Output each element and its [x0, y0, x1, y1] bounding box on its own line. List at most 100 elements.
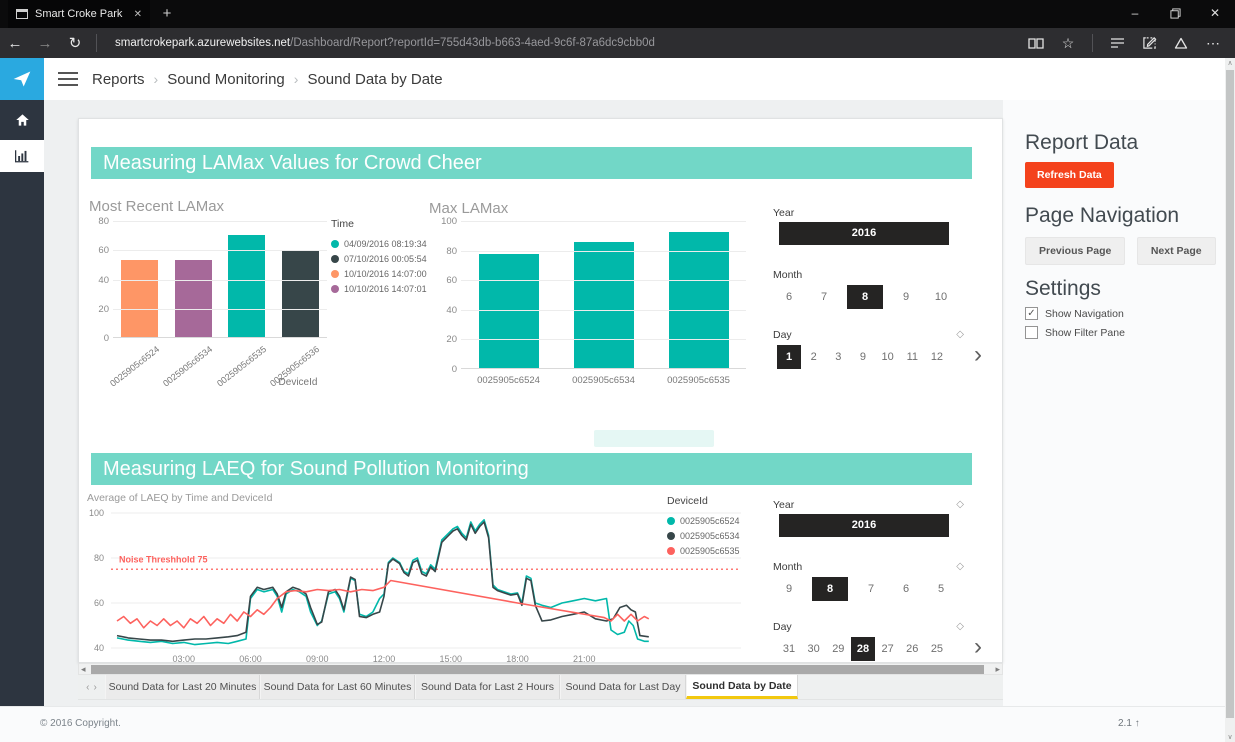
checkbox[interactable]: ✓	[1025, 307, 1038, 320]
sidebar-item-home[interactable]	[0, 100, 44, 140]
breadcrumb-item[interactable]: Reports	[92, 70, 145, 88]
horizontal-scrollbar-thumb[interactable]	[91, 665, 984, 674]
series-0025905c6524[interactable]	[116, 519, 649, 646]
back-icon[interactable]: ←	[7, 34, 23, 52]
previous-page-button[interactable]: Previous Page	[1025, 237, 1126, 265]
report-page-tab[interactable]: Sound Data for Last 60 Minutes	[260, 675, 415, 699]
day-slicer-value[interactable]: 9	[859, 351, 867, 363]
bar[interactable]	[121, 259, 159, 337]
month-slicer-value[interactable]: 8	[847, 285, 883, 309]
vertical-scrollbar[interactable]: ∧ ∨	[1225, 58, 1235, 742]
year-slicer-selected[interactable]: 2016	[779, 222, 949, 245]
refresh-data-button[interactable]: Refresh Data	[1025, 162, 1114, 188]
line-chart-title: Average of LAEQ by Time and DeviceId	[87, 492, 273, 504]
day-slicer-value[interactable]: 12	[930, 351, 944, 363]
browser-tab[interactable]: Smart Croke Park ✕	[8, 0, 150, 28]
plot-area	[113, 221, 327, 338]
next-page-button[interactable]: Next Page	[1136, 237, 1216, 265]
month-slicer-value[interactable]: 6	[902, 583, 910, 595]
month-slicer-value[interactable]: 7	[820, 291, 828, 303]
eraser-icon[interactable]: ◇	[956, 621, 964, 632]
menu-hamburger-icon[interactable]	[58, 68, 78, 90]
scroll-up-icon[interactable]: ∧	[1227, 60, 1233, 67]
minimize-button[interactable]: –	[1131, 6, 1139, 20]
close-window-button[interactable]: ✕	[1209, 6, 1221, 20]
app-logo-paper-plane-icon[interactable]	[0, 58, 44, 100]
eraser-icon[interactable]: ◇	[956, 499, 964, 510]
month-slicer-value[interactable]: 5	[937, 583, 945, 595]
bar[interactable]	[281, 250, 319, 337]
legend-item[interactable]: 07/10/2016 00:05:54	[331, 251, 436, 266]
legend-item[interactable]: 10/10/2016 14:07:01	[331, 281, 436, 296]
legend-item[interactable]: 0025905c6534	[667, 528, 762, 543]
report-page-tab[interactable]: Sound Data for Last 20 Minutes	[105, 675, 260, 699]
legend-title: DeviceId	[667, 495, 708, 507]
year-slicer-selected[interactable]: 2016	[779, 514, 949, 537]
series-0025905c6534[interactable]	[116, 521, 649, 643]
restore-button[interactable]	[1155, 0, 1195, 28]
url-field[interactable]: smartcrokepark.azurewebsites.net/Dashboa…	[103, 28, 1022, 58]
share-icon[interactable]	[1167, 31, 1195, 55]
breadcrumb-item[interactable]: Sound Data by Date	[307, 70, 443, 88]
day-slicer-value[interactable]: 10	[881, 351, 894, 363]
eraser-icon[interactable]: ◇	[956, 329, 964, 340]
tab-nav-arrows[interactable]: ‹ ›	[78, 675, 105, 699]
scroll-down-icon[interactable]: ∨	[1227, 734, 1233, 741]
y-axis-tick: 40	[98, 274, 109, 286]
month-slicer-value[interactable]: 9	[785, 583, 793, 595]
day-slicer-value[interactable]: 2	[810, 351, 817, 363]
sidebar-item-reports[interactable]	[0, 140, 44, 172]
report-page-tabs: ‹ › Sound Data for Last 20 Minutes Sound D…	[78, 675, 1003, 700]
report-page-tab[interactable]: Sound Data for Last Day	[560, 675, 686, 699]
eraser-icon[interactable]: ◇	[956, 561, 964, 572]
legend-item[interactable]: 0025905c6535	[667, 543, 762, 558]
web-note-icon[interactable]	[1135, 31, 1163, 55]
day-slicer-value[interactable]: 3	[835, 351, 842, 363]
day-slicer-value[interactable]: 28	[850, 637, 875, 661]
forward-icon[interactable]: →	[37, 34, 53, 52]
favorites-star-icon[interactable]: ☆	[1061, 34, 1075, 51]
chart1-title: Most Recent LAMax	[89, 198, 225, 215]
report-page-tab[interactable]: Sound Data for Last 2 Hours	[415, 675, 560, 699]
month-slicer-value[interactable]: 8	[812, 577, 848, 601]
day-slicer-value[interactable]: 30	[807, 643, 820, 655]
day-slicer-value[interactable]: 27	[881, 643, 894, 655]
month-slicer-value[interactable]: 6	[785, 291, 793, 303]
month-slicer-value[interactable]: 10	[934, 291, 948, 303]
svg-text:06:00: 06:00	[239, 654, 262, 664]
scroll-left-icon[interactable]: ◂	[81, 664, 86, 674]
report-page-tab[interactable]: Sound Data by Date	[686, 675, 798, 699]
day-slicer-value[interactable]: 1	[777, 345, 801, 369]
checkbox[interactable]	[1025, 326, 1038, 339]
day-slicer-value[interactable]: 25	[930, 643, 944, 655]
day-slicer-value[interactable]: 31	[782, 643, 796, 655]
hub-icon[interactable]	[1103, 31, 1131, 55]
bar[interactable]	[668, 231, 729, 368]
legend-item[interactable]: 04/09/2016 08:19:34	[331, 236, 436, 251]
slicer-more-chevron-icon[interactable]: ›	[974, 633, 982, 660]
day-slicer-value[interactable]: 11	[906, 351, 918, 363]
reading-view-icon[interactable]	[1022, 31, 1050, 55]
more-options-icon[interactable]: ⋯	[1206, 34, 1220, 51]
vertical-scrollbar-thumb[interactable]	[1226, 70, 1234, 718]
month-slicer-value[interactable]: 9	[902, 291, 910, 303]
horizontal-scrollbar[interactable]: ◂ ▸	[78, 663, 1003, 675]
day-slicer-value[interactable]: 26	[906, 643, 919, 655]
slicer-more-chevron-icon[interactable]: ›	[974, 341, 982, 368]
legend-item[interactable]: 10/10/2016 14:07:00	[331, 266, 436, 281]
bar[interactable]	[573, 242, 634, 368]
month-slicer-value[interactable]: 7	[867, 583, 875, 595]
bar[interactable]	[228, 234, 266, 337]
tab-close-icon[interactable]: ✕	[133, 8, 142, 20]
scroll-top-icon[interactable]: ↑	[1134, 718, 1140, 729]
new-tab-button[interactable]: +	[162, 5, 172, 22]
series-0025905c6535[interactable]	[116, 579, 650, 629]
refresh-icon[interactable]: ↻	[68, 35, 82, 52]
scroll-right-icon[interactable]: ▸	[995, 664, 1000, 674]
browser-titlebar: Smart Croke Park ✕ + – ✕	[0, 0, 1235, 28]
breadcrumb-item[interactable]: Sound Monitoring	[167, 70, 285, 88]
bar[interactable]	[478, 254, 539, 368]
day-slicer-value[interactable]: 29	[832, 643, 845, 655]
legend-item[interactable]: 0025905c6524	[667, 513, 762, 528]
bar[interactable]	[174, 259, 212, 337]
